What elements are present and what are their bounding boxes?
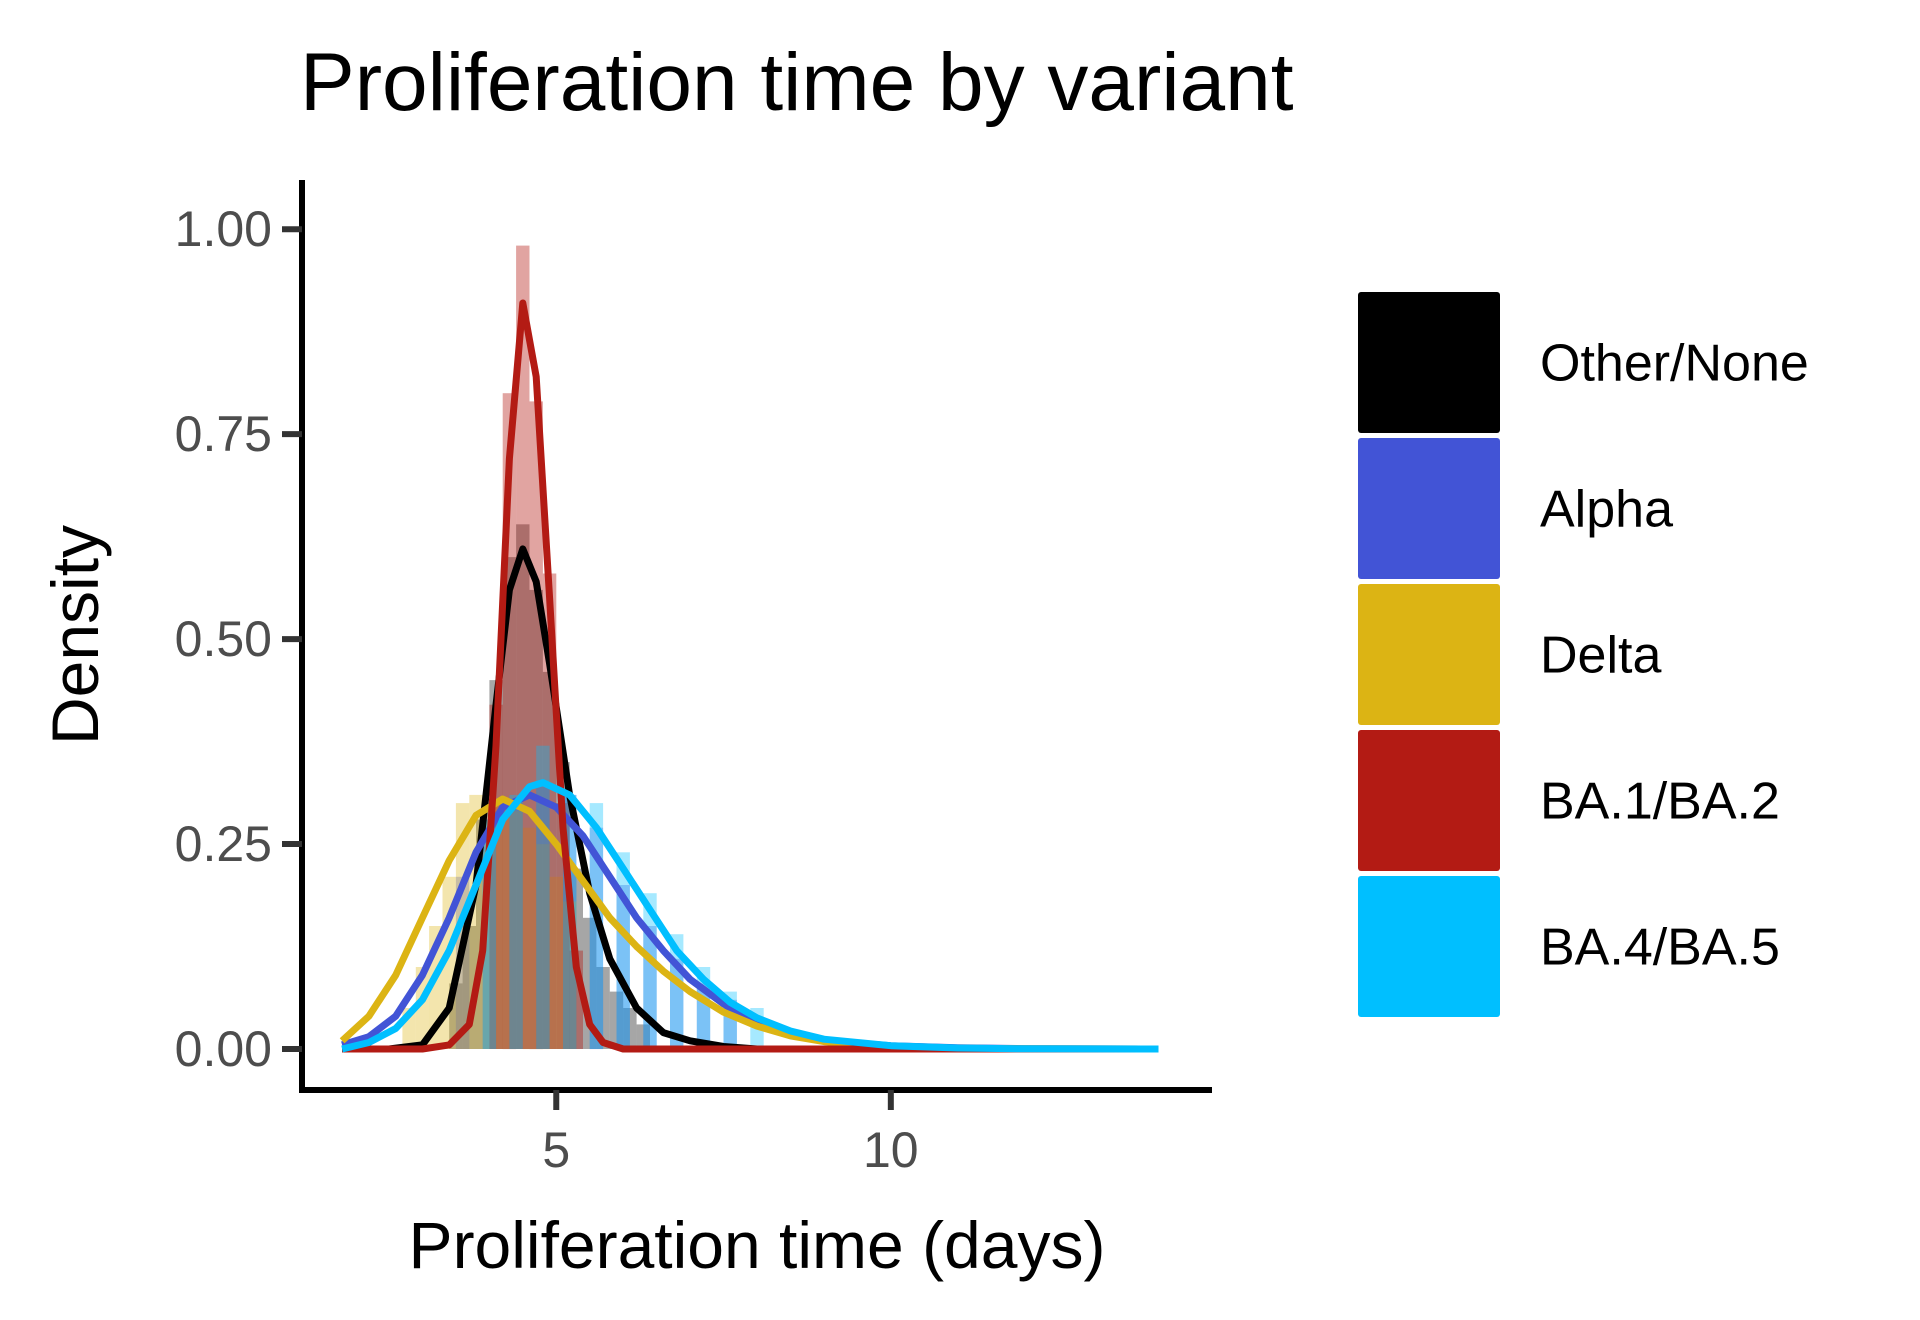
legend-label: BA.4/BA.5: [1540, 919, 1780, 977]
histogram-bar: [589, 827, 604, 1050]
legend-label: BA.1/BA.2: [1540, 773, 1780, 831]
chart-title: Proliferation time by variant: [300, 37, 1294, 128]
histogram-bar: [549, 876, 563, 1049]
x-tick-label: 10: [863, 1122, 919, 1178]
plot-area: [339, 245, 1159, 1053]
histogram-bar: [536, 844, 550, 1050]
x-axis-ticks: 5 10: [542, 1090, 919, 1178]
y-tick-label: 0.50: [175, 611, 272, 667]
histogram-bar: [536, 786, 550, 1049]
histogram-bar: [609, 991, 624, 1049]
histogram-bar: [509, 803, 523, 1049]
density-curve-ba-4-ba-5: [341, 779, 1159, 1053]
density-curve-ba-1-ba-2: [342, 299, 1159, 1053]
x-tick-label: 5: [542, 1122, 570, 1178]
x-axis-title: Proliferation time (days): [409, 1208, 1106, 1282]
y-tick-label: 1.00: [175, 201, 272, 257]
legend-key-ba-4-ba-5: [1358, 876, 1500, 1017]
legend-key-delta: [1358, 584, 1500, 725]
histogram-bar: [509, 794, 523, 1049]
histogram-bar: [516, 245, 530, 1050]
legend-label: Delta: [1540, 627, 1661, 685]
histogram-bar: [536, 745, 550, 1049]
density-curves: [339, 299, 1159, 1053]
histogram-bar: [522, 827, 537, 1050]
bins-other-none: [449, 524, 650, 1049]
histogram-bar: [542, 671, 557, 1049]
legend-label: Other/None: [1540, 335, 1809, 393]
histogram-bar: [623, 1008, 637, 1049]
y-tick-label: 0.00: [175, 1021, 272, 1077]
histogram-bar: [496, 803, 510, 1049]
y-axis-ticks: 0.00 0.25 0.50 0.75 1.00: [175, 201, 302, 1077]
legend-key-ba-1-ba-2: [1358, 730, 1500, 871]
histogram-bar: [516, 524, 530, 1049]
histogram-bar: [596, 967, 610, 1049]
histogram-bar: [529, 401, 543, 1050]
legend-key-other-none: [1358, 292, 1500, 433]
y-axis-title: Density: [38, 525, 112, 745]
legend-key-alpha: [1358, 438, 1500, 579]
histogram-bar: [636, 1024, 650, 1049]
y-tick-label: 0.75: [175, 406, 272, 462]
legend: Other/None Alpha Delta BA.1/BA.2 BA.4/BA.5: [1358, 292, 1809, 1017]
y-tick-label: 0.25: [175, 816, 272, 872]
legend-label: Alpha: [1540, 481, 1673, 539]
histogram-bar: [509, 811, 523, 1049]
